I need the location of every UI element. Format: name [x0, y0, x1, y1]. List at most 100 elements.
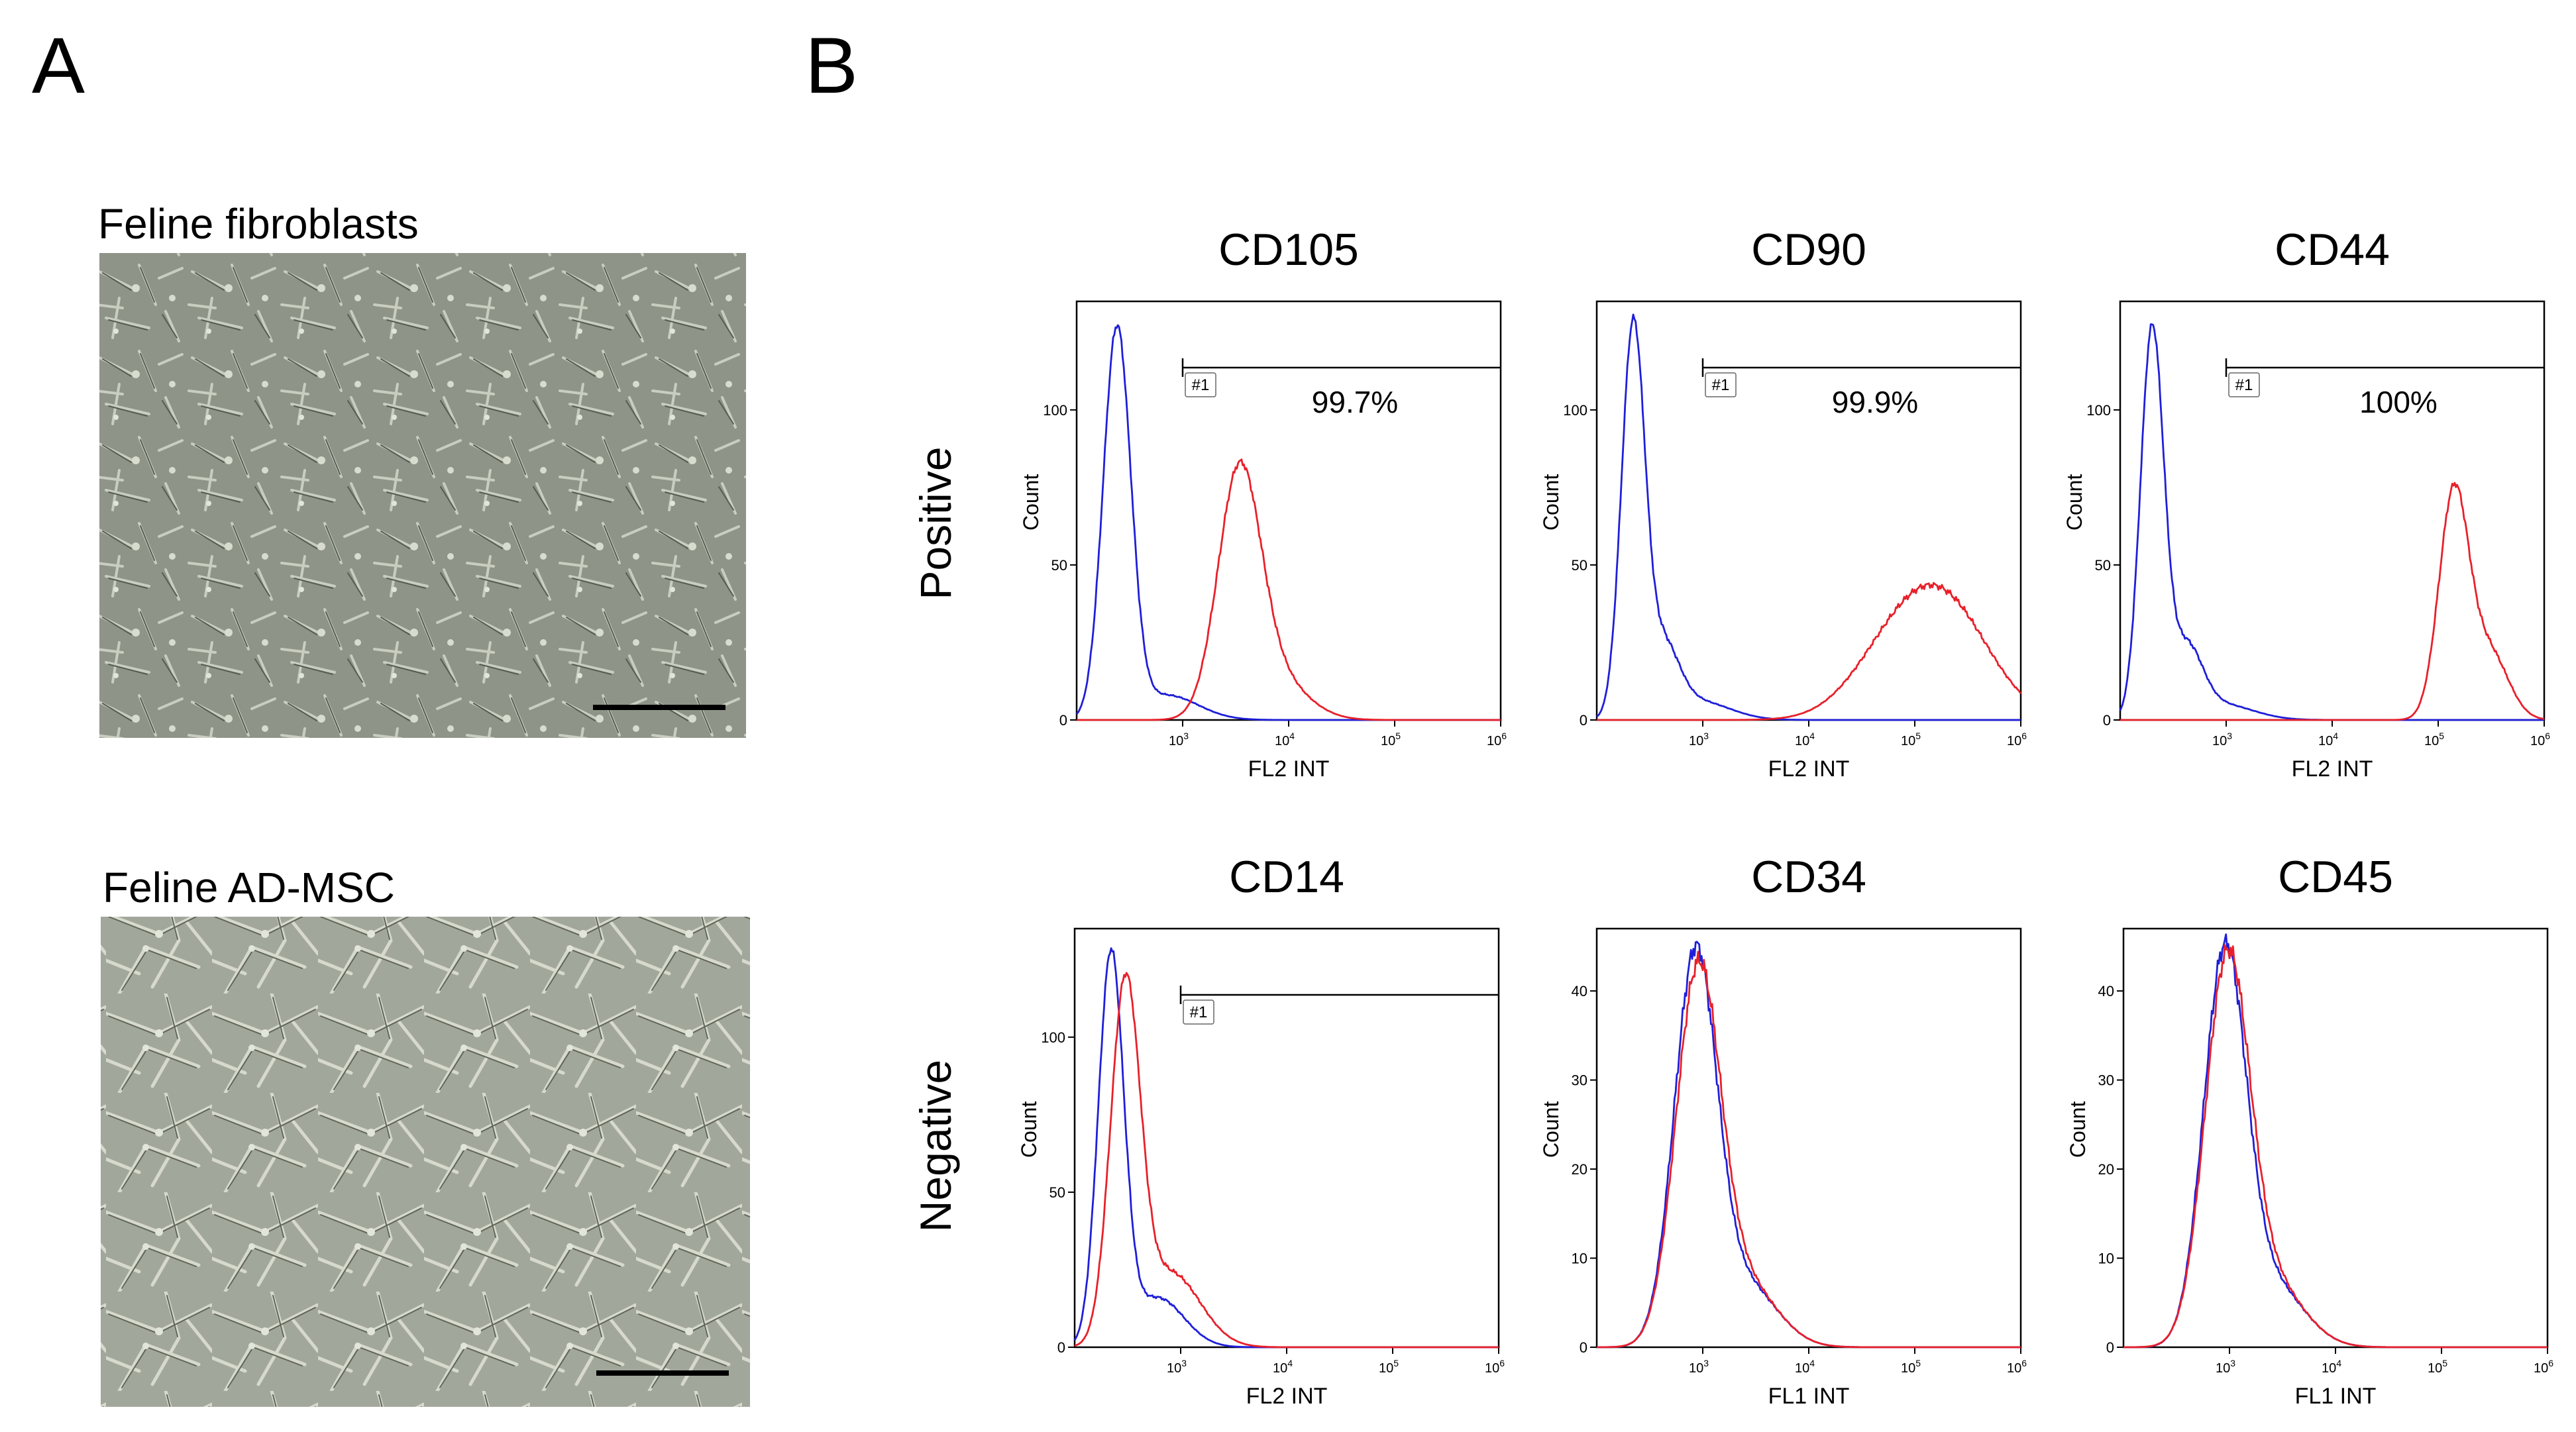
x-tick-exponent: 5 — [2439, 731, 2444, 741]
y-tick-label: 50 — [1051, 557, 1067, 574]
fibroblasts-caption: Feline fibroblasts — [98, 200, 419, 248]
y-tick-label: 0 — [1059, 712, 1067, 729]
x-tick-label: 104 — [1275, 731, 1295, 748]
x-tick-exponent: 3 — [1703, 731, 1709, 741]
x-tick-label: 103 — [1167, 1358, 1187, 1376]
x-tick-label: 104 — [1795, 731, 1815, 748]
y-tick-label: 30 — [2098, 1072, 2114, 1089]
chart-title: CD90 — [1751, 225, 1866, 275]
x-tick-exponent: 3 — [1703, 1358, 1709, 1368]
chart-title: CD45 — [2278, 852, 2393, 902]
x-tick-exponent: 5 — [2442, 1358, 2447, 1368]
x-tick-exponent: 6 — [2021, 731, 2027, 741]
series-sample-line — [1074, 972, 1499, 1349]
gate-percentage: 99.7% — [1312, 385, 1398, 419]
x-tick-exponent: 3 — [1183, 731, 1189, 741]
series-sample-line — [2120, 482, 2545, 721]
x-tick-exponent: 4 — [2333, 731, 2338, 741]
y-tick-label: 100 — [1041, 1029, 1065, 1046]
x-tick-label: 106 — [1485, 1358, 1505, 1376]
y-axis-label: Count — [1019, 474, 1043, 531]
x-tick-exponent: 5 — [1395, 731, 1401, 741]
y-tick-label: 0 — [1057, 1339, 1065, 1356]
gate-label-box — [1705, 372, 1737, 397]
gate-label: #1 — [1712, 376, 1730, 394]
x-tick-label: 103 — [1689, 1358, 1709, 1376]
series-sample-line — [1077, 458, 1501, 721]
x-tick-label: 104 — [1273, 1358, 1293, 1376]
chart-title: CD34 — [1751, 852, 1866, 902]
x-tick-exponent: 4 — [1809, 731, 1815, 741]
x-tick-label: 105 — [2424, 731, 2444, 748]
y-tick-label: 100 — [2086, 402, 2111, 419]
x-tick-exponent: 6 — [1499, 1358, 1505, 1368]
histogram-cd105: CD105 0 50 100 103 104 105 106 FL2 INT Count #1 99.… — [1019, 225, 1507, 782]
series-control-line — [1073, 947, 1499, 1349]
y-tick-label: 10 — [1572, 1251, 1587, 1267]
series-sample-line — [1597, 950, 2021, 1349]
y-tick-label: 100 — [1563, 402, 1587, 419]
msc-micrograph — [101, 917, 750, 1407]
x-axis-label: FL2 INT — [1768, 756, 1850, 782]
y-tick-label: 10 — [2098, 1251, 2114, 1267]
series-control-line — [1596, 313, 2021, 721]
x-tick-label: 103 — [2212, 731, 2232, 748]
gate-percentage: 100% — [2359, 385, 2438, 419]
histogram-cd90: CD90 0 50 100 103 104 105 106 FL2 INT Count #1 99.9… — [1539, 225, 2027, 782]
x-tick-exponent: 6 — [1501, 731, 1507, 741]
y-tick-label: 30 — [1572, 1072, 1587, 1089]
y-axis-label: Count — [2066, 1101, 2090, 1158]
x-tick-exponent: 6 — [2545, 731, 2550, 741]
series-sample-line — [2123, 944, 2548, 1349]
x-tick-label: 106 — [1487, 731, 1507, 748]
gate-percentage: 99.9% — [1832, 385, 1918, 419]
x-tick-label: 105 — [1901, 1358, 1921, 1376]
gate-label: #1 — [2235, 376, 2253, 394]
x-tick-exponent: 4 — [1289, 731, 1295, 741]
panel-b-label: B — [805, 21, 858, 110]
histogram-cd34: CD34 0 10 20 30 40 103 104 105 106 FL1 INT Count — [1539, 852, 2027, 1409]
y-tick-label: 50 — [2095, 557, 2111, 574]
y-axis-label: Count — [1017, 1101, 1041, 1158]
chart-title: CD105 — [1218, 225, 1359, 275]
y-tick-label: 0 — [2106, 1339, 2114, 1356]
y-tick-label: 40 — [2098, 983, 2114, 999]
msc-caption: Feline AD-MSC — [103, 864, 395, 911]
series-control-line — [1075, 324, 1501, 721]
plot-frame — [1075, 300, 1502, 721]
plot-frame — [1595, 927, 2022, 1349]
x-tick-label: 103 — [2216, 1358, 2235, 1376]
x-tick-exponent: 5 — [1915, 731, 1921, 741]
row-label-negative: Negative — [911, 1060, 960, 1233]
x-axis-label: FL2 INT — [1248, 756, 1330, 782]
y-tick-label: 50 — [1049, 1184, 1065, 1201]
x-tick-label: 105 — [1379, 1358, 1399, 1376]
x-axis-label: FL2 INT — [1246, 1384, 1328, 1409]
panel-a-label: A — [32, 21, 85, 110]
y-tick-label: 50 — [1572, 557, 1587, 574]
chart-title: CD44 — [2275, 225, 2390, 275]
x-axis-label: FL2 INT — [2292, 756, 2373, 782]
plot-frame — [2119, 300, 2546, 721]
x-tick-exponent: 4 — [1809, 1358, 1815, 1368]
x-tick-label: 103 — [1689, 731, 1709, 748]
x-tick-exponent: 4 — [1287, 1358, 1293, 1368]
x-tick-exponent: 3 — [2227, 731, 2232, 741]
x-tick-label: 105 — [1901, 731, 1921, 748]
x-tick-label: 106 — [2530, 731, 2550, 748]
y-axis-label: Count — [1539, 474, 1563, 531]
histogram-cd14: CD14 0 50 100 103 104 105 106 FL2 INT Count #1 — [1017, 852, 1505, 1409]
series-control-line — [2123, 933, 2548, 1349]
gate-label: #1 — [1192, 376, 1210, 394]
x-axis-label: FL1 INT — [2295, 1384, 2377, 1409]
x-tick-exponent: 5 — [1393, 1358, 1399, 1368]
y-tick-label: 20 — [1572, 1161, 1587, 1178]
x-axis-label: FL1 INT — [1768, 1384, 1850, 1409]
fibroblast-micrograph — [99, 253, 746, 738]
x-tick-label: 104 — [2318, 731, 2338, 748]
x-tick-label: 105 — [1381, 731, 1401, 748]
y-axis-label: Count — [2063, 474, 2086, 531]
x-tick-exponent: 6 — [2548, 1358, 2553, 1368]
